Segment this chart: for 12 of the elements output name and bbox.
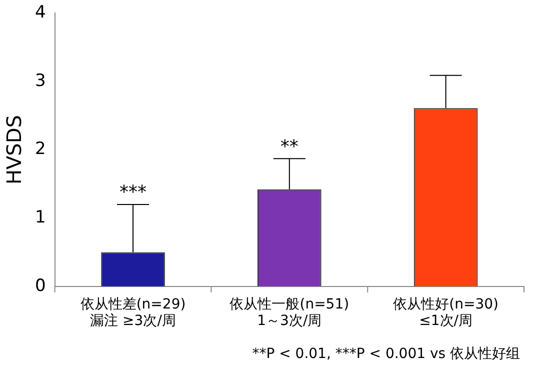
y-tick-label: 2 [34, 139, 46, 160]
y-axis-title: HVSDS [2, 115, 26, 185]
x-tick-label: 依从性差(n=29) 漏注 ≥3次/周 [80, 296, 186, 330]
y-tick-label: 0 [34, 276, 46, 296]
x-tick-label: 依从性一般(n=51) 1～3次/周 [230, 296, 350, 330]
y-tick-label: 3 [34, 70, 46, 91]
y-tick-label: 4 [34, 2, 46, 23]
annotation: *** [120, 182, 147, 204]
x-tick-label: 依从性好(n=30) ≤1次/周 [393, 296, 498, 330]
text: **P < 0.01, ***P < 0.001 vs 依从性好组 [252, 345, 520, 363]
annotation: ** [280, 136, 298, 158]
y-tick-label: 1 [34, 208, 46, 228]
